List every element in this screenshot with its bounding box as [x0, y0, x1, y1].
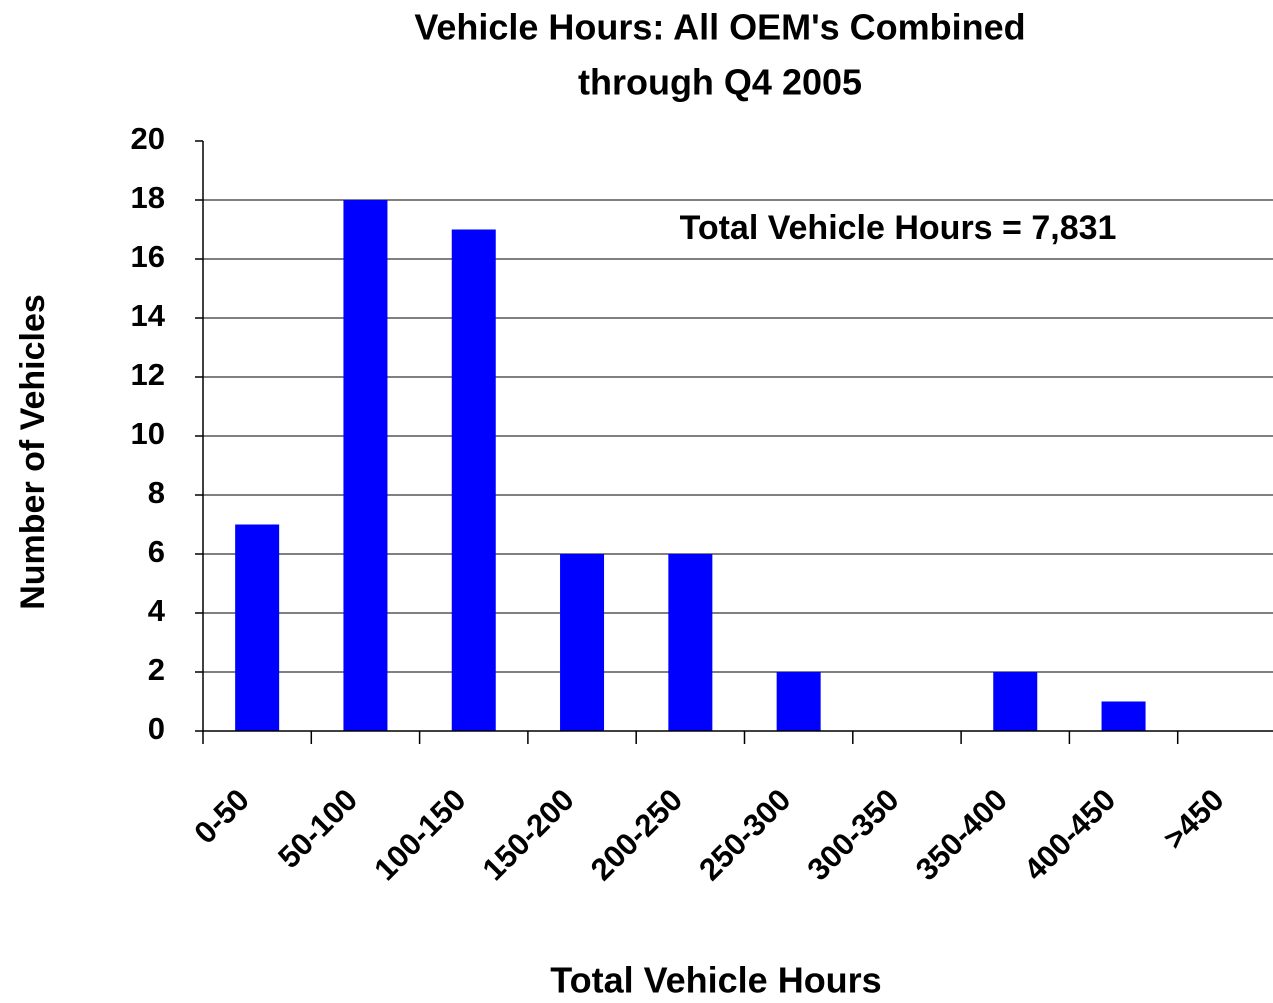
y-axis-label: Number of Vehicles: [14, 294, 52, 610]
y-tick-label: 18: [131, 180, 165, 215]
bar: [560, 554, 605, 731]
y-tick-label: 10: [131, 416, 165, 451]
y-tick-label: 4: [148, 593, 166, 628]
y-tick-label: 14: [131, 298, 166, 333]
bar: [343, 200, 388, 731]
y-tick-label: 16: [131, 239, 165, 274]
x-tick-label: 400-450: [1017, 782, 1122, 887]
x-tick-label: 250-300: [692, 782, 797, 887]
y-tick-label: 8: [148, 475, 165, 510]
x-tick-label: 300-350: [800, 782, 905, 887]
x-tick-label: 100-150: [367, 782, 472, 887]
x-tick-label: >450: [1156, 782, 1230, 856]
y-tick-label: 0: [148, 711, 165, 746]
chart-title: Vehicle Hours: All OEM's Combined: [414, 7, 1025, 48]
x-tick-label: 50-100: [271, 782, 364, 875]
x-tick-label: 350-400: [909, 782, 1014, 887]
y-tick-label: 6: [148, 534, 165, 569]
bar: [668, 554, 713, 731]
x-tick-label: 0-50: [187, 782, 256, 851]
bar: [776, 672, 821, 731]
bar: [1101, 701, 1146, 731]
y-tick-label: 12: [131, 357, 165, 392]
x-axis-label: Total Vehicle Hours: [550, 960, 881, 1001]
bar: [235, 524, 280, 731]
x-tick-label: 150-200: [476, 782, 581, 887]
bar: [993, 672, 1038, 731]
x-tick-label: 200-250: [584, 782, 689, 887]
bar: [451, 229, 496, 731]
annotation: Total Vehicle Hours = 7,831: [680, 209, 1117, 247]
y-tick-label: 20: [131, 121, 165, 156]
y-tick-label: 2: [148, 652, 165, 687]
chart-title: through Q4 2005: [578, 62, 862, 103]
